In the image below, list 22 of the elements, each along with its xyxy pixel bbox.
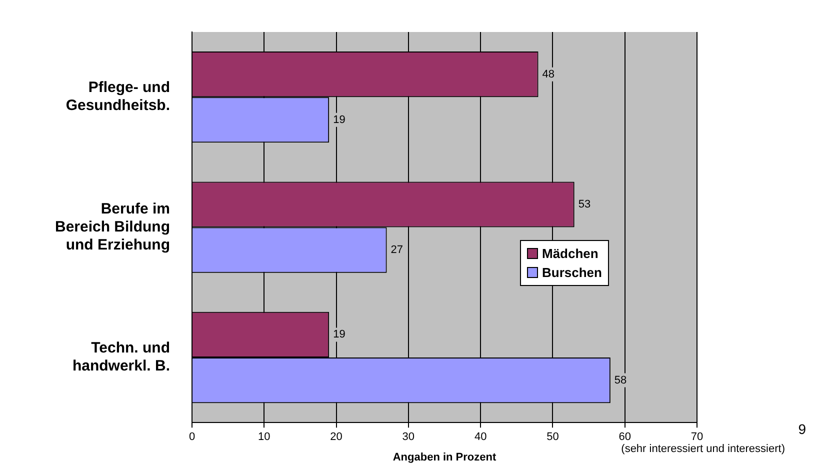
x-tick-label: 40 [474, 431, 487, 444]
x-tick-label: 0 [188, 431, 196, 444]
data-label: 58 [614, 374, 627, 386]
data-label: 27 [390, 244, 404, 256]
x-tick-label: 70 [690, 431, 704, 444]
x-tick-label: 60 [618, 431, 631, 444]
x-tick-label: 20 [330, 431, 342, 444]
y-tick-label: Berufe im Bereich Bildung und Erziehung [54, 200, 170, 254]
x-tick-label: 50 [546, 431, 559, 444]
x-tick-label: 10 [258, 431, 270, 444]
x-tick-label: 30 [402, 431, 415, 444]
y-tick-label: Techn. und handwerkl. B. [72, 340, 170, 375]
text: (sehr interessiert und interessiert) [621, 443, 785, 455]
data-label: 19 [333, 328, 346, 341]
legend-label: Burschen [542, 264, 602, 282]
data-label: 19 [333, 114, 346, 126]
text: 9 [798, 421, 806, 437]
data-label: 48 [542, 68, 555, 80]
x-axis-title: Angaben in Prozent [392, 451, 496, 464]
data-label: 53 [578, 198, 591, 211]
legend-label: Mädchen [542, 245, 598, 263]
y-tick-label: Pflege- und Gesundheitsb. [66, 79, 170, 114]
